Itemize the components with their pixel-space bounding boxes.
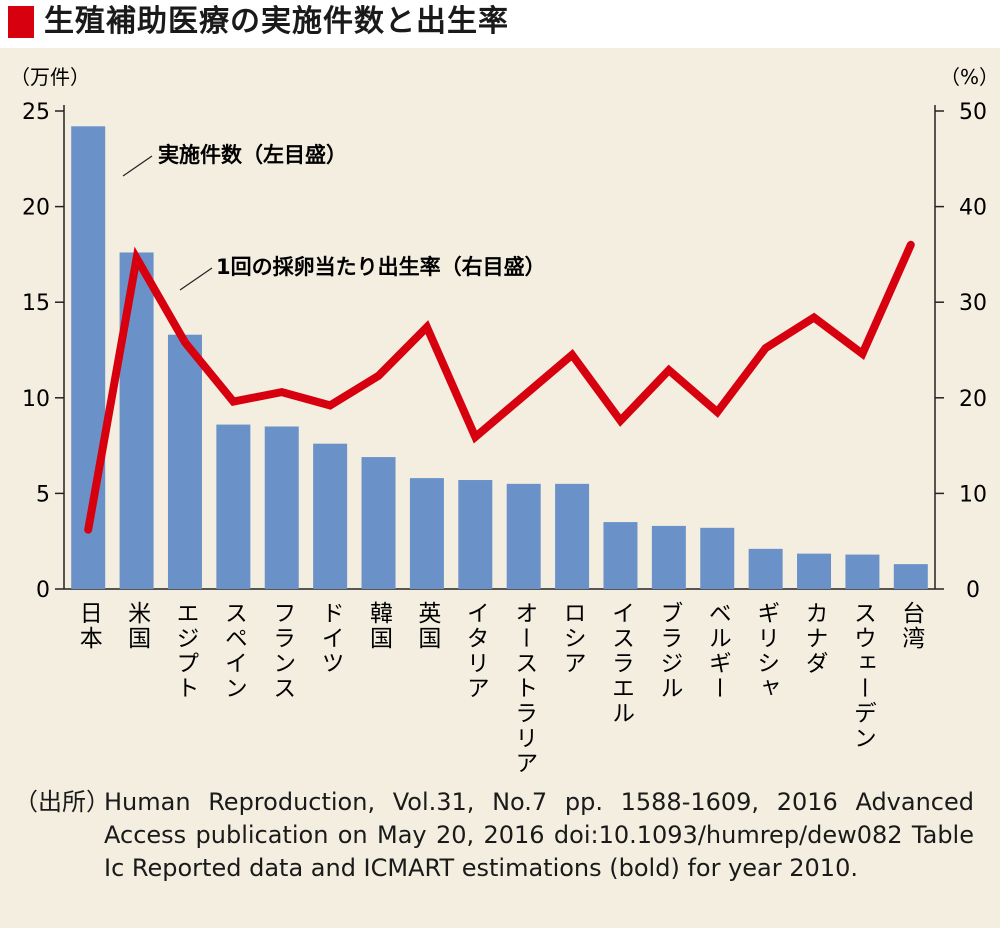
birth-rate-line: [84, 240, 915, 534]
right-tick-label: 10: [959, 482, 987, 507]
category-label: スウェーデン: [849, 601, 875, 751]
source-text: Human Reproduction, Vol.31, No.7 pp. 158…: [104, 788, 974, 882]
bar-series: [71, 126, 928, 590]
left-tick-label: 10: [22, 387, 50, 412]
category-label: 米国: [124, 601, 152, 651]
title-marker: [8, 6, 34, 38]
category-label: 台湾: [898, 601, 926, 651]
left-tick-label: 0: [36, 578, 50, 603]
right-tick-label: 30: [959, 291, 987, 316]
bar: [409, 478, 444, 589]
bar: [216, 424, 251, 589]
bar: [651, 525, 686, 589]
bar: [797, 553, 832, 589]
category-label: ギリシャ: [753, 601, 779, 701]
bar: [313, 443, 348, 589]
left-tick-label: 5: [36, 482, 50, 507]
bar: [700, 527, 735, 589]
bar: [555, 483, 590, 589]
bar: [264, 426, 299, 589]
left-tick-label: 15: [22, 291, 50, 316]
category-label: スペイン: [220, 601, 247, 701]
category-label: 日本: [75, 601, 103, 651]
bar: [893, 564, 928, 589]
bar-annotation-leader: [122, 155, 153, 177]
category-label: ドイツ: [317, 601, 343, 676]
left-tick-label: 25: [22, 100, 50, 125]
line-series-annotation: 1回の採卵当たり出生率（右目盛）: [216, 255, 546, 279]
category-label: イスラエル: [607, 601, 633, 726]
bar: [167, 334, 202, 589]
category-label: イタリア: [462, 601, 488, 701]
bar: [603, 522, 638, 589]
right-tick-label: 20: [959, 387, 987, 412]
chart-title: 生殖補助医療の実施件数と出生率: [44, 4, 509, 39]
right-tick-label: 50: [959, 100, 987, 125]
bar: [361, 457, 396, 589]
line-series: [84, 240, 915, 534]
right-tick-label: 40: [959, 196, 987, 221]
line-annotation-leader: [179, 267, 213, 291]
category-label: 英国: [414, 601, 442, 651]
bar: [845, 554, 880, 589]
title-bar: 生殖補助医療の実施件数と出生率: [0, 0, 1000, 48]
right-axis-unit: （%）: [940, 65, 999, 89]
axes: [55, 105, 944, 590]
source-prefix: （出所）: [14, 788, 110, 816]
axis-labels: 0 5 10 15 20 25 0 10 20 30 40 50 （万件） （%） 日本 米国 エジプト スペイン…: [10, 65, 999, 776]
category-label: オーストラリア: [511, 601, 537, 776]
category-label: フランス: [269, 601, 295, 701]
category-label: ベルギー: [704, 601, 731, 701]
category-label: 韓国: [366, 601, 394, 651]
left-tick-label: 20: [22, 196, 50, 221]
annotations: 実施件数（左目盛） 1回の採卵当たり出生率（右目盛）: [122, 143, 546, 291]
category-label: エジプト: [172, 601, 198, 701]
bar: [506, 483, 541, 589]
category-label: ロシア: [559, 601, 585, 676]
bar: [458, 480, 493, 589]
right-tick-label: 0: [966, 578, 980, 603]
category-label: カナダ: [801, 601, 828, 676]
bar-series-annotation: 実施件数（左目盛）: [158, 143, 347, 167]
category-label: ブラジル: [656, 601, 682, 701]
left-axis-unit: （万件）: [10, 65, 90, 89]
bar: [748, 548, 783, 589]
